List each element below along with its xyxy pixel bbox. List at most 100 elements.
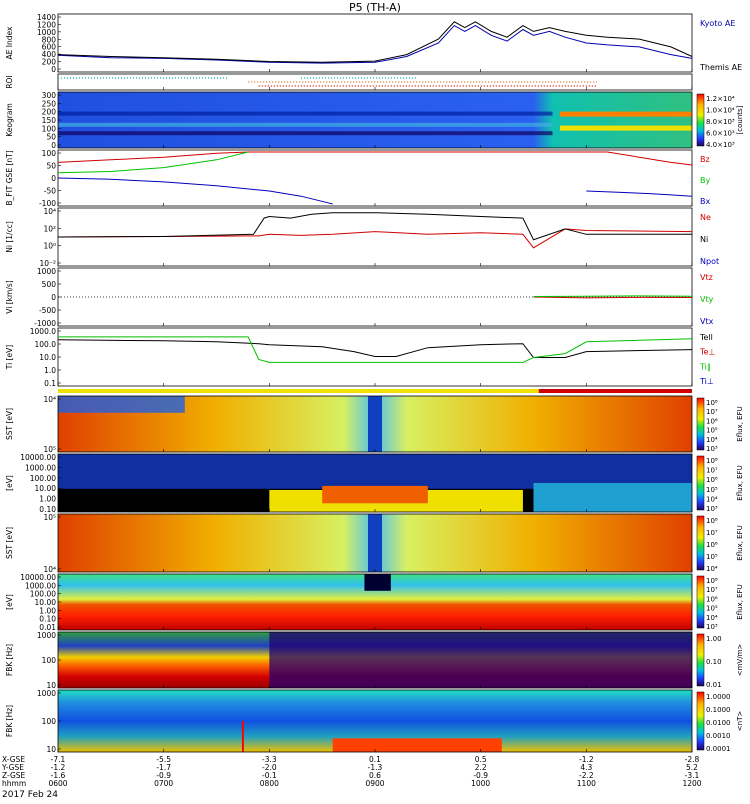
panel-ni: Ni [1/cc] 10⁴ 10² 10⁰ 10⁻² Ne Ni Npot [5, 207, 719, 268]
fbk-b-burst [332, 738, 502, 752]
esa-e-colorbar-tick: 10⁸ [706, 457, 718, 465]
sst-e-colorbar-tick: 10⁵ [706, 427, 718, 435]
bfit-ytick: -100 [39, 199, 56, 208]
panel-keogram: 1.2×10⁴ 1.0×10⁴ 8.0×10³ 6.0×10³ 4.0×10³[coun… [5, 91, 744, 150]
ae-ytick: 0 [51, 65, 56, 74]
esa-e-ytick: 10.00 [35, 484, 57, 493]
sst-e-colorbar-tick: 10⁷ [706, 408, 718, 416]
ti-ytick: 100.0 [35, 340, 57, 349]
xaxis-value: -1.6 [51, 771, 66, 780]
esa-e-late [533, 483, 692, 512]
esa-i-colorbar-tick: 10⁷ [706, 586, 718, 594]
panel-fbk-b: 1.0000 0.1000 0.0100 0.0010 0.0001 <nT> FBK [H… [5, 689, 744, 754]
xaxis-value: -1.2 [579, 755, 594, 764]
keogram-colorbar-label: [counts] [736, 105, 744, 134]
legend-kyoto-ae: Kyoto AE [700, 19, 735, 28]
fbk-e-ylabel: FBK [Hz] [5, 644, 14, 676]
xaxis-value: 1200 [682, 779, 701, 788]
xaxis-value: 5.2 [686, 763, 698, 772]
fbk-b-colorbar-tick: 0.0100 [706, 719, 731, 727]
fbk-b-ytick: 1000 [37, 689, 56, 698]
sst-e-colorbar-tick: 10⁶ [706, 417, 718, 425]
ae-ytick: 600 [42, 43, 57, 52]
series-by [57, 151, 249, 174]
esa-i-colorbar-tick: 10³ [706, 623, 718, 631]
legend-tell: Tell [699, 333, 713, 342]
fbk-b-colorbar-tick: 0.1000 [706, 706, 731, 714]
esa-i-colorbar [696, 575, 705, 629]
esa-i-colorbar-tick: 10⁶ [706, 595, 718, 603]
xaxis-value: -5.5 [156, 755, 171, 764]
bfit-frame [57, 149, 693, 207]
ae-ytick: 200 [42, 58, 57, 67]
esa-e-ytick: 0.10 [39, 505, 56, 514]
sst-e-spike [368, 396, 382, 452]
ni-ytick: 10⁻² [39, 259, 56, 268]
keogram-band [559, 125, 692, 131]
legend-bz: Bz [700, 155, 710, 164]
panel-vi: Vi [km/s] 1000 500 0 -500 -1000 Vtz Vty Vtx [5, 267, 714, 328]
xaxis-value: -1.7 [156, 763, 171, 772]
ni-ylabel: Ni [1/cc] [5, 221, 14, 253]
series-ni [57, 212, 692, 241]
fbk-e-ytick: 10 [46, 681, 56, 690]
legend-te-: Te⊥ [699, 348, 715, 357]
esa-e-colorbar-tick: 10⁵ [706, 486, 718, 494]
keogram-ylabel: Keogram [5, 103, 14, 137]
fbk-b-ytick: 100 [42, 717, 57, 726]
xaxis-value: -2.2 [579, 771, 594, 780]
xaxis-value: 0900 [365, 779, 384, 788]
legend-vtz: Vtz [700, 273, 713, 282]
ni-ytick: 10⁰ [43, 242, 56, 251]
ae-ytick: 1400 [37, 13, 56, 22]
ti-ytick: 1.0 [44, 366, 56, 375]
keogram-colorbar-tick: 4.0×10³ [706, 141, 735, 149]
xaxis-value: 0800 [260, 779, 279, 788]
vi-ylabel: Vi [km/s] [5, 280, 14, 313]
esa-i-ytick: 10000.00 [20, 573, 56, 582]
legend-themis-ae: Themis AE [699, 63, 742, 72]
keogram-image [58, 92, 692, 148]
ae-ytick: 800 [42, 35, 57, 44]
esa-e-colorbar-tick: 10⁷ [706, 467, 718, 475]
fbk-e-ytick: 1000 [37, 631, 56, 640]
keogram-band [559, 111, 692, 117]
series-themis-ae [57, 21, 693, 63]
legend-bx: Bx [700, 197, 710, 206]
status-bar-yellow [58, 389, 692, 393]
bfit-ytick: -50 [44, 187, 56, 196]
sst-e-colorbar-label: Eflux, EFU [736, 406, 744, 441]
keogram-colorbar-tick: 1.0×10⁴ [706, 107, 735, 115]
ae-ytick: 400 [42, 50, 57, 59]
esa-i-colorbar-label: Eflux, EFU [736, 584, 744, 619]
series-bx [57, 177, 333, 205]
bfit-ytick: 100 [42, 149, 57, 158]
esa-e-colorbar-tick: 10³ [706, 505, 718, 513]
sst-i-colorbar-tick: 10⁷ [706, 529, 718, 537]
series-bx-late [586, 190, 693, 197]
keogram-ytick: 300 [42, 91, 57, 100]
sst-i-ylabel: SST [eV] [5, 527, 14, 559]
panel-roi: ROI [5, 73, 693, 91]
fbk-e-quiet [269, 632, 692, 688]
sst-i-colorbar-tick: 10⁵ [706, 553, 718, 561]
esa-e-ylabel: [eV] [5, 475, 14, 491]
plot-title: P5 (TH-A) [349, 1, 401, 14]
esa-i-ytick: 10.00 [35, 598, 57, 607]
xaxis-value: 1000 [471, 779, 490, 788]
fbk-e-colorbar-tick: 1.00 [706, 635, 722, 643]
esa-i-colorbar-tick: 10⁵ [706, 605, 718, 613]
vi-ytick: -500 [39, 306, 56, 315]
vi-ytick: 1000 [37, 267, 56, 276]
date-label: 2017 Feb 24 [2, 790, 58, 800]
xaxis-value: -0.9 [156, 771, 171, 780]
esa-i-colorbar-tick: 10⁸ [706, 577, 718, 585]
keogram-colorbar-tick: 8.0×10³ [706, 118, 735, 126]
sst-i-ytick: 10⁵ [43, 513, 56, 522]
keogram-band [58, 111, 553, 116]
xaxis-value: -7.1 [51, 755, 66, 764]
keogram-band [58, 122, 553, 127]
fbk-e-colorbar-label: <mV/m> [736, 644, 744, 677]
